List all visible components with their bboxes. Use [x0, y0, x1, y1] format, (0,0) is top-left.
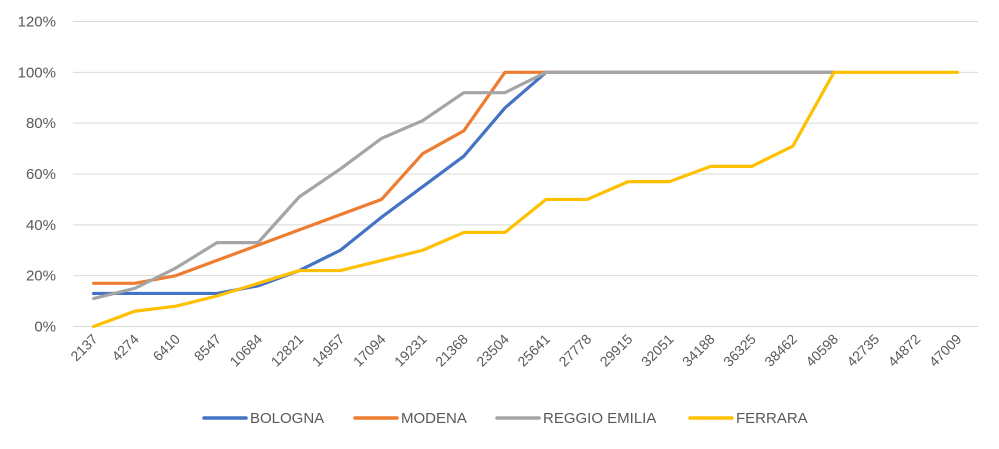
- y-tick-label: 80%: [26, 115, 56, 132]
- x-tick-label: 34188: [679, 331, 718, 370]
- x-tick-label: 29915: [597, 331, 636, 370]
- x-tick-label: 14957: [309, 331, 348, 370]
- x-tick-label: 38462: [761, 331, 800, 370]
- x-tick-label: 8547: [191, 331, 224, 364]
- x-tick-label: 23504: [473, 331, 512, 370]
- x-tick-label: 4274: [108, 331, 141, 364]
- y-tick-label: 120%: [18, 14, 56, 31]
- y-axis-ticks: 0% 20% 40% 60% 80% 100% 120%: [18, 14, 56, 336]
- x-tick-label: 12821: [268, 331, 307, 370]
- legend-label: REGGIO EMILIA: [543, 410, 656, 427]
- x-tick-label: 17094: [350, 331, 389, 370]
- x-tick-label: 36325: [720, 331, 759, 370]
- grid-lines: [73, 21, 978, 327]
- x-tick-label: 10684: [226, 331, 265, 370]
- x-tick-label: 19231: [391, 331, 430, 370]
- series-line-reggio-emilia: [91, 70, 836, 301]
- legend-label: MODENA: [401, 410, 467, 427]
- series-line-bologna: [91, 70, 836, 296]
- legend-label: BOLOGNA: [250, 410, 324, 427]
- x-tick-label: 40598: [802, 331, 841, 370]
- x-axis-ticks: 2137 4274 6410 8547 10684 12821 14957 17094 1923…: [67, 331, 964, 370]
- x-tick-label: 44872: [885, 331, 924, 370]
- series-lines: [91, 70, 960, 329]
- x-tick-label: 2137: [67, 331, 100, 364]
- y-tick-label: 20%: [26, 268, 56, 285]
- legend: BOLOGNA MODENA REGGIO EMILIA FERRARA: [202, 410, 808, 427]
- x-tick-label: 32051: [638, 331, 677, 370]
- x-tick-label: 42735: [843, 331, 882, 370]
- y-tick-label: 100%: [18, 64, 56, 81]
- x-tick-label: 25641: [514, 331, 553, 370]
- y-tick-label: 0%: [34, 319, 56, 336]
- x-tick-label: 21368: [432, 331, 471, 370]
- x-tick-label: 6410: [150, 331, 183, 364]
- legend-label: FERRARA: [736, 410, 808, 427]
- y-tick-label: 60%: [26, 166, 56, 183]
- x-tick-label: 27778: [555, 331, 594, 370]
- x-tick-label: 47009: [926, 331, 965, 370]
- y-tick-label: 40%: [26, 217, 56, 234]
- series-line-ferrara: [91, 70, 960, 329]
